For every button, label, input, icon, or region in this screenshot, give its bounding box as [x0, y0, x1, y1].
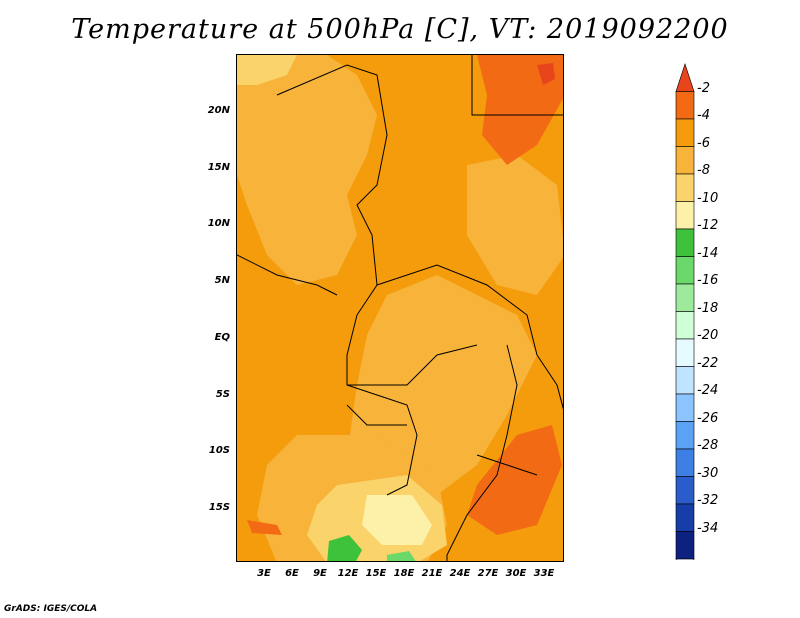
colorbar-segment [675, 118, 695, 147]
colorbar-segment [675, 503, 695, 532]
colorbar-label-m26: -26 [697, 411, 719, 426]
colorbar-segment [675, 91, 695, 120]
lat-label-5n: 5N [214, 275, 230, 286]
colorbar-label-m32: -32 [697, 493, 719, 508]
colorbar-label-m6: -6 [697, 136, 710, 151]
field-region-palest [362, 495, 432, 545]
colorbar-label-m14: -14 [697, 246, 719, 261]
lon-label-27e: 27E [477, 568, 499, 579]
colorbar-label-m10: -10 [697, 191, 719, 206]
colorbar-segment [675, 201, 695, 230]
colorbar-segment [675, 173, 695, 202]
colorbar-label-m28: -28 [697, 438, 719, 453]
field-region-warm-west [247, 520, 282, 535]
colorbar-label-m22: -22 [697, 356, 719, 371]
lat-label-eq: EQ [214, 332, 230, 343]
lon-label-30e: 30E [505, 568, 527, 579]
field-region-hot-northeast [537, 63, 555, 85]
chart-title: Temperature at 500hPa [C], VT: 201909220… [71, 14, 729, 45]
temperature-map [236, 54, 564, 562]
colorbar-segment [675, 311, 695, 340]
lat-label-15s: 15S [208, 502, 230, 513]
colorbar-segment [675, 366, 695, 395]
field-region-light-north [237, 55, 377, 285]
field-region-light-northeast [467, 155, 563, 295]
colorbar-arrow-bottom [675, 558, 695, 560]
colorbar-label-m20: -20 [697, 328, 719, 343]
colorbar-segment [675, 338, 695, 367]
lat-label-20n: 20N [207, 105, 230, 116]
colorbar-label-m16: -16 [697, 273, 719, 288]
country-borders [237, 55, 563, 561]
field-region-palest-north [237, 55, 297, 85]
colorbar-segment [675, 256, 695, 285]
lon-label-6e: 6E [285, 568, 299, 579]
colorbar-label-m4: -4 [697, 108, 710, 123]
lon-label-24e: 24E [449, 568, 471, 579]
colorbar-segment [675, 476, 695, 505]
field-region-warm-southeast [467, 425, 562, 535]
field-region-warm-northeast [477, 55, 563, 165]
lon-label-9e: 9E [313, 568, 327, 579]
lat-label-10s: 10S [208, 445, 230, 456]
colorbar-label-m18: -18 [697, 301, 719, 316]
colorbar-segment [675, 146, 695, 175]
lat-label-10n: 10N [207, 218, 230, 229]
lon-label-33e: 33E [533, 568, 555, 579]
lat-label-5s: 5S [215, 389, 230, 400]
colorbar-segment [675, 448, 695, 477]
colorbar-label-m8: -8 [697, 163, 710, 178]
colorbar-label-m24: -24 [697, 383, 719, 398]
colorbar-segment [675, 421, 695, 450]
lon-label-18e: 18E [393, 568, 415, 579]
colorbar-label-m34: -34 [697, 521, 719, 536]
field-region-green-2 [387, 551, 416, 561]
map-field [237, 55, 563, 561]
field-region-light-central [347, 275, 537, 495]
colorbar-segment [675, 531, 695, 560]
colorbar-segment [675, 393, 695, 422]
field-region-green-1 [327, 535, 362, 561]
lon-label-3e: 3E [257, 568, 271, 579]
colorbar-segment [675, 283, 695, 312]
credit-text: GrADS: IGES/COLA [4, 604, 98, 614]
colorbar-label-m12: -12 [697, 218, 719, 233]
colorbar-segment [675, 228, 695, 257]
lon-label-15e: 15E [365, 568, 387, 579]
lat-label-15n: 15N [207, 162, 230, 173]
colorbar-arrow-top [675, 63, 695, 92]
colorbar [675, 63, 695, 560]
lon-label-21e: 21E [421, 568, 443, 579]
colorbar-label-m30: -30 [697, 466, 719, 481]
colorbar-label-m2: -2 [697, 81, 710, 96]
lon-label-12e: 12E [337, 568, 359, 579]
